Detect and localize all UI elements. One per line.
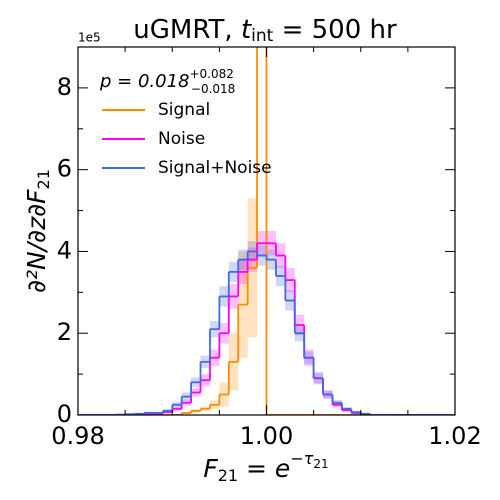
label-text: 21 [313,457,328,471]
legend-label: Noise [158,129,205,149]
y-tick-label: 0 [57,400,72,428]
x-tick-label: 0.98 [51,422,104,450]
y-tick-label: 4 [57,236,72,264]
label-text: 21 [34,169,53,189]
plot-area [78,47,455,415]
y-tick-label: 2 [57,318,72,346]
annotation-text: +0.082 [189,67,233,81]
annotation: p = 0.018+0.082 −0.018 [99,67,235,96]
label-text: −τ [290,449,313,468]
y-offset-label: 1e5 [78,31,101,45]
y-axis-label: ∂²N/∂z∂F21 [22,169,53,293]
label-text: F [203,454,218,483]
x-tick-label: 1.02 [428,422,481,450]
x-tick-label: 1.00 [240,422,293,450]
chart-title: uGMRT, tint = 500 hr [133,15,397,47]
title-text: t [241,15,252,45]
title-text: = 500 hr [273,15,397,45]
legend-label: Signal [158,100,210,120]
y-tick-label: 6 [57,155,72,183]
label-text: = e [238,454,290,483]
legend-label: Signal+Noise [158,158,272,178]
title-text: int [251,26,273,46]
x-axis-label: F21 = e−τ21 [203,449,328,485]
title-text: uGMRT, [133,15,241,45]
y-tick-label: 8 [57,73,72,101]
annotation-text: p = 0.018 [99,71,189,92]
label-text: 21 [218,466,238,485]
annotation-text: −0.018 [191,82,235,96]
label-text: ∂²N/∂z∂F [22,189,51,293]
